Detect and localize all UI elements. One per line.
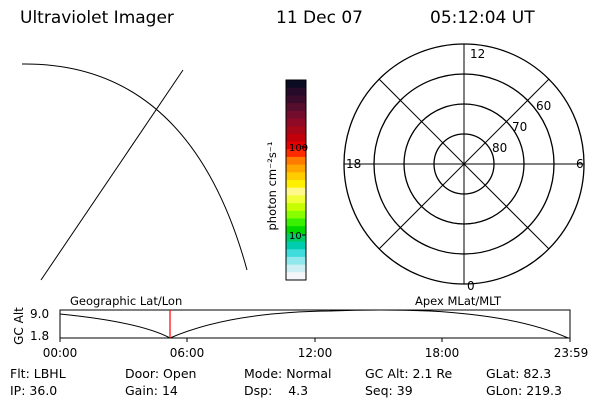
colorbar-swatch (286, 103, 306, 112)
colorbar-swatch (286, 195, 306, 204)
mlat-label-80: 80 (492, 141, 507, 155)
info-mode: Mode: Normal (244, 366, 332, 381)
colorbar-swatch (286, 126, 306, 135)
colorbar-swatch (286, 110, 306, 119)
mlat-label-60: 60 (536, 99, 551, 113)
info-door: Door: Open (125, 366, 197, 381)
orbit-altitude-curve (59, 309, 569, 339)
info-glon: GLon: 219.3 (486, 383, 562, 398)
mlt-label-12: 12 (470, 47, 485, 61)
x-tick-label-4: 23:59 (554, 346, 589, 360)
colorbar-swatch (286, 272, 306, 281)
time-label: 05:12:04 UT (430, 8, 535, 28)
mlt-label-6: 6 (576, 157, 584, 171)
orbit-y-axis-label: GC Alt (12, 307, 26, 345)
orbit-y-tick-9: 9.0 (30, 307, 49, 321)
orbit-plot (59, 309, 571, 342)
x-tick-label-3: 18:00 (425, 346, 460, 360)
colorbar-swatch (286, 256, 306, 266)
orbit-y-tick-1: 1.8 (30, 329, 49, 343)
colorbar-swatch (286, 118, 306, 127)
x-tick-label-0: 00:00 (43, 346, 78, 360)
colorbar-swatch (286, 172, 306, 181)
polar-diagonal-2 (378, 78, 550, 250)
colorbar-swatch (286, 203, 306, 212)
colorbar-swatch (286, 141, 306, 150)
info-flt: Flt: LBHL (10, 366, 66, 381)
x-tick-label-1: 06:00 (170, 346, 205, 360)
info-seq: Seq: 39 (365, 383, 413, 398)
colorbar-frame (285, 79, 307, 281)
colorbar-swatch (286, 226, 306, 235)
polar-plot (343, 43, 585, 285)
info-dsp: Dsp: 4.3 (244, 383, 309, 398)
colorbar-swatch (286, 95, 306, 104)
orbit-plot-frame (59, 309, 571, 339)
info-gc-alt: GC Alt: 2.1 Re (365, 366, 453, 381)
colorbar-swatch (286, 218, 306, 227)
colorbar-swatch (286, 156, 306, 166)
colorbar-swatch (286, 180, 306, 189)
x-tick-label-2: 12:00 (298, 346, 333, 360)
mlt-label-0: 0 (467, 279, 475, 293)
colorbar-swatch (286, 187, 306, 196)
geographic-view (21, 63, 248, 281)
earth-limb-arc (21, 63, 248, 271)
mlt-label-18: 18 (346, 157, 361, 171)
colorbar (285, 79, 307, 281)
colorbar-swatch (286, 233, 306, 243)
colorbar-swatch (286, 210, 306, 219)
colorbar-swatch (286, 249, 306, 258)
colorbar-tick-100: 100 (289, 143, 308, 154)
apex-label: Apex MLat/MLT (415, 294, 502, 308)
colorbar-swatch (286, 87, 306, 96)
info-ip: IP: 36.0 (10, 383, 58, 398)
geographic-label: Geographic Lat/Lon (70, 294, 182, 308)
colorbar-swatch (286, 264, 306, 273)
colorbar-swatch (286, 164, 306, 173)
mlat-label-70: 70 (512, 120, 527, 134)
colorbar-swatch (286, 80, 306, 89)
meridian-line (40, 69, 184, 281)
date-label: 11 Dec 07 (276, 8, 363, 28)
colorbar-swatch (286, 241, 306, 250)
info-glat: GLat: 82.3 (486, 366, 552, 381)
instrument-title: Ultraviolet Imager (20, 8, 174, 28)
colorbar-swatch (286, 149, 306, 158)
colorbar-unit-label: photon cm⁻²s⁻¹ (265, 142, 279, 231)
colorbar-tick-10: 10 (289, 231, 302, 242)
info-gain: Gain: 14 (125, 383, 178, 398)
colorbar-swatch (286, 133, 306, 143)
